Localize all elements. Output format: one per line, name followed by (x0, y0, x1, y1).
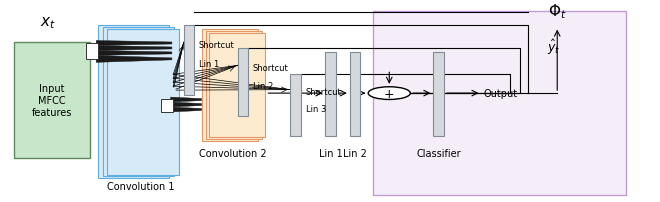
Text: Classifier: Classifier (416, 148, 461, 158)
Polygon shape (96, 56, 172, 63)
Bar (325, 53, 336, 136)
Polygon shape (96, 41, 172, 46)
Bar (98, 25, 170, 179)
Text: Output: Output (484, 89, 517, 99)
Text: $\Phi_t$: $\Phi_t$ (548, 2, 566, 21)
Polygon shape (96, 51, 172, 56)
Text: Convolution 2: Convolution 2 (199, 148, 267, 158)
Polygon shape (171, 107, 201, 113)
Text: Shortcut: Shortcut (306, 87, 341, 97)
Text: Shortcut: Shortcut (253, 64, 288, 73)
Text: $\hat{y}_t$: $\hat{y}_t$ (547, 38, 561, 57)
Text: +: + (384, 87, 395, 100)
Text: Shortcut: Shortcut (199, 41, 235, 50)
Bar (103, 27, 174, 177)
Text: Lin 2: Lin 2 (343, 148, 367, 158)
Text: Input
MFCC
features: Input MFCC features (32, 84, 72, 117)
Bar (350, 53, 360, 136)
Bar (205, 32, 261, 139)
Text: Lin 1: Lin 1 (319, 148, 343, 158)
Polygon shape (171, 103, 201, 107)
Bar (161, 100, 173, 113)
Text: Convolution 1: Convolution 1 (107, 182, 175, 191)
Bar (201, 29, 257, 141)
Bar (290, 75, 301, 136)
Bar (86, 44, 98, 60)
Bar (434, 53, 444, 136)
Bar (373, 12, 626, 195)
Text: Lin 1: Lin 1 (199, 60, 219, 68)
Text: $x_t$: $x_t$ (40, 16, 56, 31)
Circle shape (368, 87, 411, 100)
Bar (108, 29, 178, 175)
Polygon shape (171, 98, 201, 103)
Text: Lin 2: Lin 2 (253, 82, 273, 91)
Bar (14, 43, 90, 158)
Bar (209, 33, 265, 137)
Text: Lin 3: Lin 3 (306, 104, 326, 113)
Bar (238, 49, 248, 116)
Polygon shape (96, 46, 172, 51)
Bar (183, 25, 194, 96)
